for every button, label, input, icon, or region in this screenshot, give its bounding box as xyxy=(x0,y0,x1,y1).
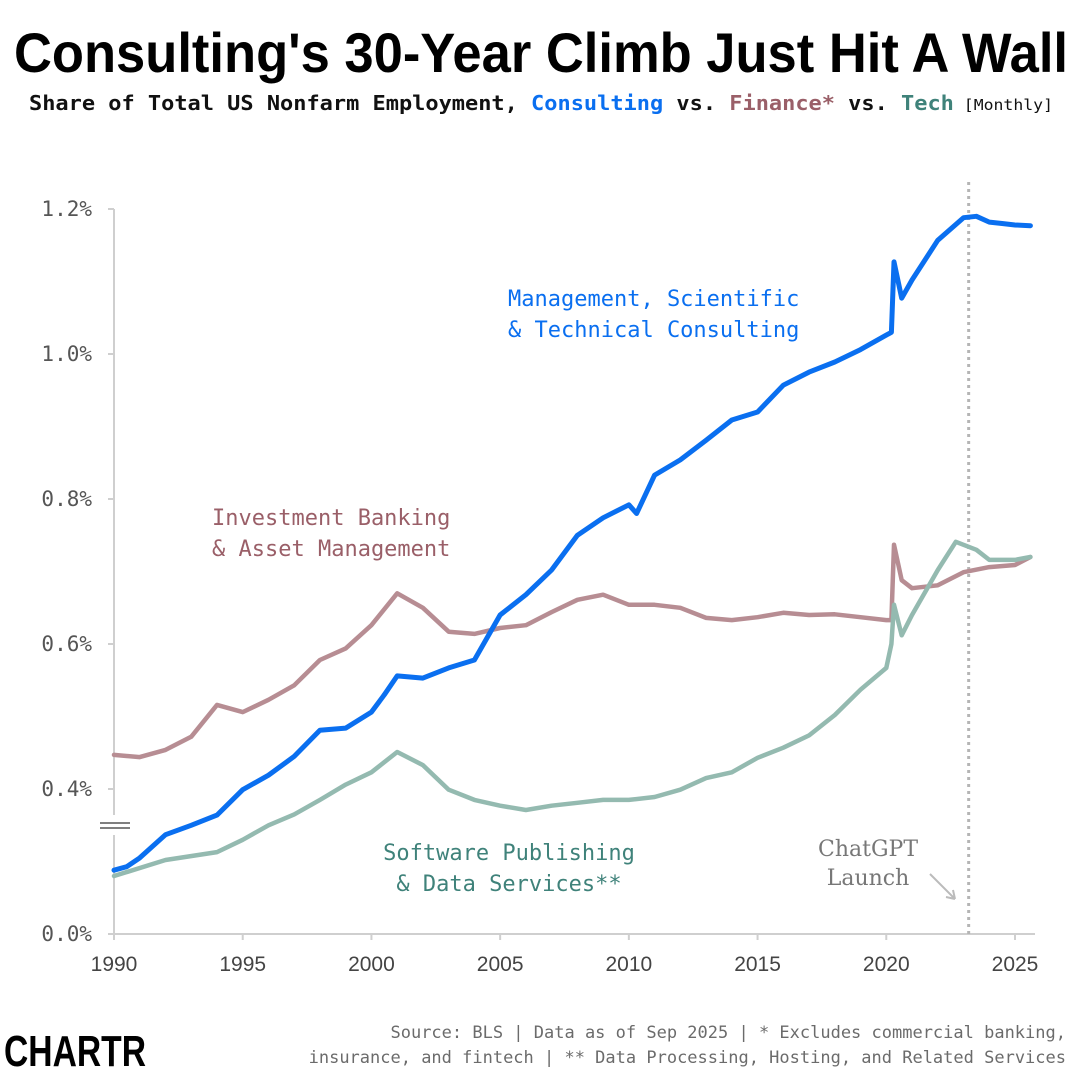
source-note-line-2: insurance, and fintech | ** Data Process… xyxy=(309,1048,1066,1068)
annotation-arrow-icon xyxy=(929,873,956,900)
subtitle-prefix: Share of Total US Nonfarm Employment, xyxy=(29,91,531,115)
x-tick-label: 2005 xyxy=(477,953,524,976)
y-tick-label: 0.0% xyxy=(41,922,92,946)
finance-series-label: & Asset Management xyxy=(212,537,450,562)
consulting-series-label: & Technical Consulting xyxy=(508,318,799,343)
y-tick-label: 0.4% xyxy=(41,777,92,801)
axes: 0.0% 0.4% 0.6% 0.8% 1.0% 1.2% 1990 1995 2000 2005… xyxy=(41,197,1038,976)
y-tick-label: 1.0% xyxy=(41,342,92,366)
x-tick-label: 2000 xyxy=(348,953,395,976)
x-tick-label: 2015 xyxy=(734,953,781,976)
y-tick-label: 1.2% xyxy=(41,197,92,221)
x-tick-label: 2025 xyxy=(992,953,1039,976)
subtitle-vs-1: vs. xyxy=(663,91,729,115)
subtitle-finance: Finance* xyxy=(729,91,835,115)
svg-text:CHARTR: CHARTR xyxy=(4,1027,146,1075)
chatgpt-annotation-text: ChatGPT xyxy=(818,837,918,862)
chartr-logo: CHARTR xyxy=(4,1027,146,1075)
tech-series-label: & Data Services** xyxy=(396,872,621,897)
consulting-series-label: Management, Scientific xyxy=(508,287,799,312)
finance-series-line xyxy=(111,542,1033,760)
x-tick-label: 2010 xyxy=(605,953,652,976)
subtitle-consulting: Consulting xyxy=(531,91,663,115)
finance-series-label: Investment Banking xyxy=(212,506,450,531)
chart-title: Consulting's 30-Year Climb Just Hit A Wa… xyxy=(14,21,1068,84)
series-labels: Management, Scientific & Technical Consul… xyxy=(212,287,799,897)
y-tick-label: 0.6% xyxy=(41,632,92,656)
consulting-series-line xyxy=(111,213,1033,873)
subtitle-tech: Tech xyxy=(901,91,954,115)
tech-series-label: Software Publishing xyxy=(383,841,635,866)
chatgpt-event: ChatGPT Launch xyxy=(818,182,971,934)
series-lines xyxy=(111,213,1033,879)
subtitle-frequency: [Monthly] xyxy=(954,96,1053,114)
subtitle-vs-2: vs. xyxy=(835,91,901,115)
chatgpt-annotation-text: Launch xyxy=(827,866,910,891)
x-tick-label: 2020 xyxy=(863,953,910,976)
chart-subtitle: Share of Total US Nonfarm Employment, Co… xyxy=(29,91,1053,115)
x-tick-label: 1990 xyxy=(91,953,138,976)
x-tick-label: 1995 xyxy=(219,953,266,976)
y-tick-label: 0.8% xyxy=(41,487,92,511)
tech-series-line xyxy=(111,539,1033,879)
source-note-line-1: Source: BLS | Data as of Sep 2025 | * Ex… xyxy=(390,1023,1066,1043)
